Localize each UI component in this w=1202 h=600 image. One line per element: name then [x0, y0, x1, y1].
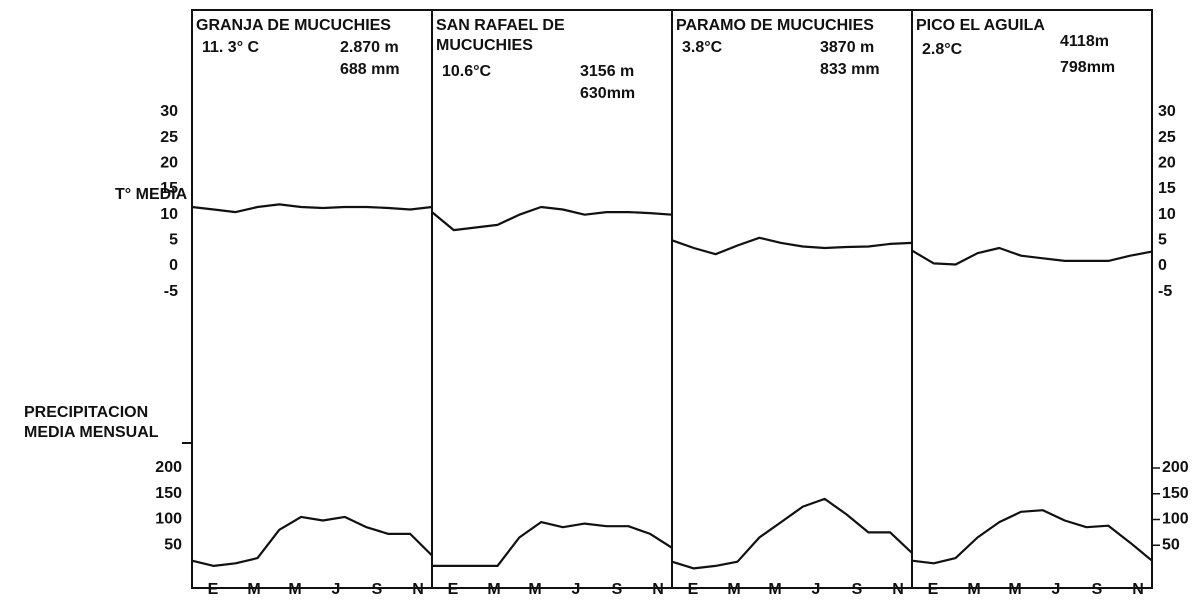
station-name: MUCUCHIES: [436, 37, 533, 54]
y-tick-label-right: 0: [1158, 257, 1167, 274]
x-tick-label: N: [1132, 581, 1144, 598]
x-tick-label: N: [412, 581, 424, 598]
x-tick-label: M: [528, 581, 541, 598]
x-tick-label: J: [812, 581, 821, 598]
y2-tick-label-right: 150: [1162, 485, 1189, 502]
y-tick-label: 15: [160, 180, 178, 197]
temperature-line: [191, 203, 433, 214]
y2-tick-label-right: 100: [1162, 511, 1189, 528]
y-tick-label-right: 15: [1158, 180, 1176, 197]
station-name: PICO EL AGUILA: [916, 17, 1045, 34]
x-tick-label: E: [928, 581, 939, 598]
station-altitude: 3870 m: [820, 39, 874, 56]
y-tick-label-right: -5: [1158, 283, 1172, 300]
x-tick-label: M: [1008, 581, 1021, 598]
station-altitude: 4118m: [1060, 33, 1109, 50]
x-tick-label: J: [1052, 581, 1061, 598]
x-tick-label: S: [612, 581, 623, 598]
y2-tick-label: 100: [155, 511, 182, 528]
x-tick-label: N: [652, 581, 664, 598]
station-temperature: 10.6°C: [442, 63, 492, 80]
x-tick-label: M: [288, 581, 301, 598]
y2-axis-label: PRECIPITACION: [24, 404, 148, 421]
x-tick-label: J: [332, 581, 341, 598]
y2-tick-label-right: 50: [1162, 536, 1180, 553]
station-name: SAN RAFAEL DE: [436, 17, 565, 34]
y-tick-label-right: 30: [1158, 103, 1176, 120]
y-tick-label: 5: [169, 232, 178, 249]
y-tick-label-right: 20: [1158, 155, 1176, 172]
precipitation-line: [671, 497, 913, 570]
x-tick-label: E: [688, 581, 699, 598]
y-axis-label: T° MEDIA: [115, 186, 188, 203]
x-tick-label: E: [208, 581, 219, 598]
precipitation-line: [432, 521, 673, 567]
y-tick-label: 0: [169, 257, 178, 274]
precipitation-line: [191, 515, 433, 567]
x-tick-label: S: [1092, 581, 1103, 598]
station-temperature: 3.8°C: [682, 39, 723, 56]
x-tick-label: E: [448, 581, 459, 598]
station-name: PARAMO DE MUCUCHIES: [676, 17, 874, 34]
y2-axis-label: MEDIA MENSUAL: [24, 424, 159, 441]
station-precipitation: 630mm: [580, 85, 635, 102]
station-altitude: 3156 m: [580, 63, 634, 80]
x-tick-label: S: [372, 581, 383, 598]
x-tick-label: N: [892, 581, 904, 598]
station-precipitation: 798mm: [1060, 59, 1115, 76]
y2-tick-label: 150: [155, 485, 182, 502]
y2-tick-label: 200: [155, 459, 182, 476]
y-tick-label-right: 5: [1158, 232, 1167, 249]
temperature-line: [911, 246, 1153, 266]
y-tick-label: -5: [164, 283, 178, 300]
temperature-line: [671, 236, 913, 256]
y-tick-label: 10: [160, 206, 178, 223]
station-altitude: 2.870 m: [340, 39, 399, 56]
x-tick-label: M: [768, 581, 781, 598]
x-tick-label: M: [487, 581, 500, 598]
y2-tick-label: 50: [164, 536, 182, 553]
temperature-line: [431, 205, 673, 232]
x-tick-label: M: [247, 581, 260, 598]
y2-tick-label-right: 200: [1162, 459, 1189, 476]
y-tick-label-right: 25: [1158, 129, 1176, 146]
x-tick-label: J: [572, 581, 581, 598]
station-name: GRANJA DE MUCUCHIES: [196, 17, 391, 34]
station-precipitation: 833 mm: [820, 61, 880, 78]
y-tick-label: 20: [160, 155, 178, 172]
y-tick-label-right: 10: [1158, 206, 1176, 223]
x-tick-label: S: [852, 581, 863, 598]
y-tick-label: 30: [160, 103, 178, 120]
station-temperature: 11. 3° C: [202, 39, 260, 56]
x-tick-label: M: [727, 581, 740, 598]
station-temperature: 2.8°C: [922, 41, 963, 58]
precipitation-line: [911, 509, 1153, 565]
y-tick-label: 25: [160, 129, 178, 146]
x-tick-label: M: [967, 581, 980, 598]
station-precipitation: 688 mm: [340, 61, 400, 78]
